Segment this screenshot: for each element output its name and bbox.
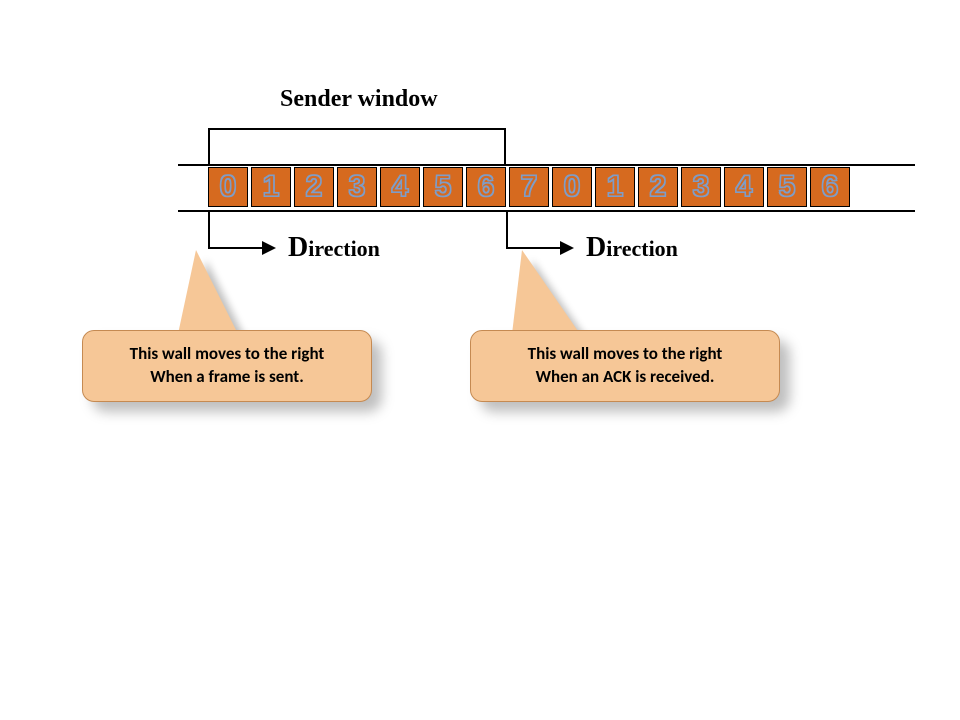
title-sender-window: Sender window	[280, 86, 438, 113]
callout-right-box: This wall moves to the right When an ACK…	[470, 330, 780, 402]
cell-6: 6	[466, 167, 506, 207]
cell-5: 5	[423, 167, 463, 207]
cell-0: 0	[208, 167, 248, 207]
callout-left-line1: This wall moves to the right	[130, 343, 325, 366]
callout-left-box: This wall moves to the right When a fram…	[82, 330, 372, 402]
callout-right-tail	[512, 250, 580, 334]
cell-11: 3	[681, 167, 721, 207]
cell-4: 4	[380, 167, 420, 207]
cell-1: 1	[251, 167, 291, 207]
cell-14: 6	[810, 167, 850, 207]
cell-10: 2	[638, 167, 678, 207]
callout-left-tail	[178, 250, 238, 334]
callout-right-line2: When an ACK is received.	[536, 366, 715, 389]
callout-left-line2: When a frame is sent.	[150, 366, 304, 389]
cell-2: 2	[294, 167, 334, 207]
direction-left-label: Direction	[288, 232, 380, 264]
cell-13: 5	[767, 167, 807, 207]
direction-left-shaft	[208, 247, 264, 249]
cells-row: 0 1 2 3 4 5 6 7 0 1 2 3 4 5 6	[208, 167, 850, 207]
direction-right-label: Direction	[586, 232, 678, 264]
arrow-right-icon	[262, 241, 276, 255]
direction-right-shaft	[506, 247, 562, 249]
cell-8: 0	[552, 167, 592, 207]
callout-right-line1: This wall moves to the right	[528, 343, 723, 366]
window-bracket	[208, 128, 506, 166]
cell-9: 1	[595, 167, 635, 207]
rail-bottom	[178, 210, 915, 212]
cell-12: 4	[724, 167, 764, 207]
diagram-stage: Sender window 0 1 2 3 4 5 6 7 0 1 2 3 4 …	[0, 0, 960, 720]
direction-right-stem	[506, 212, 508, 248]
direction-left-stem	[208, 212, 210, 248]
cell-3: 3	[337, 167, 377, 207]
cell-7: 7	[509, 167, 549, 207]
